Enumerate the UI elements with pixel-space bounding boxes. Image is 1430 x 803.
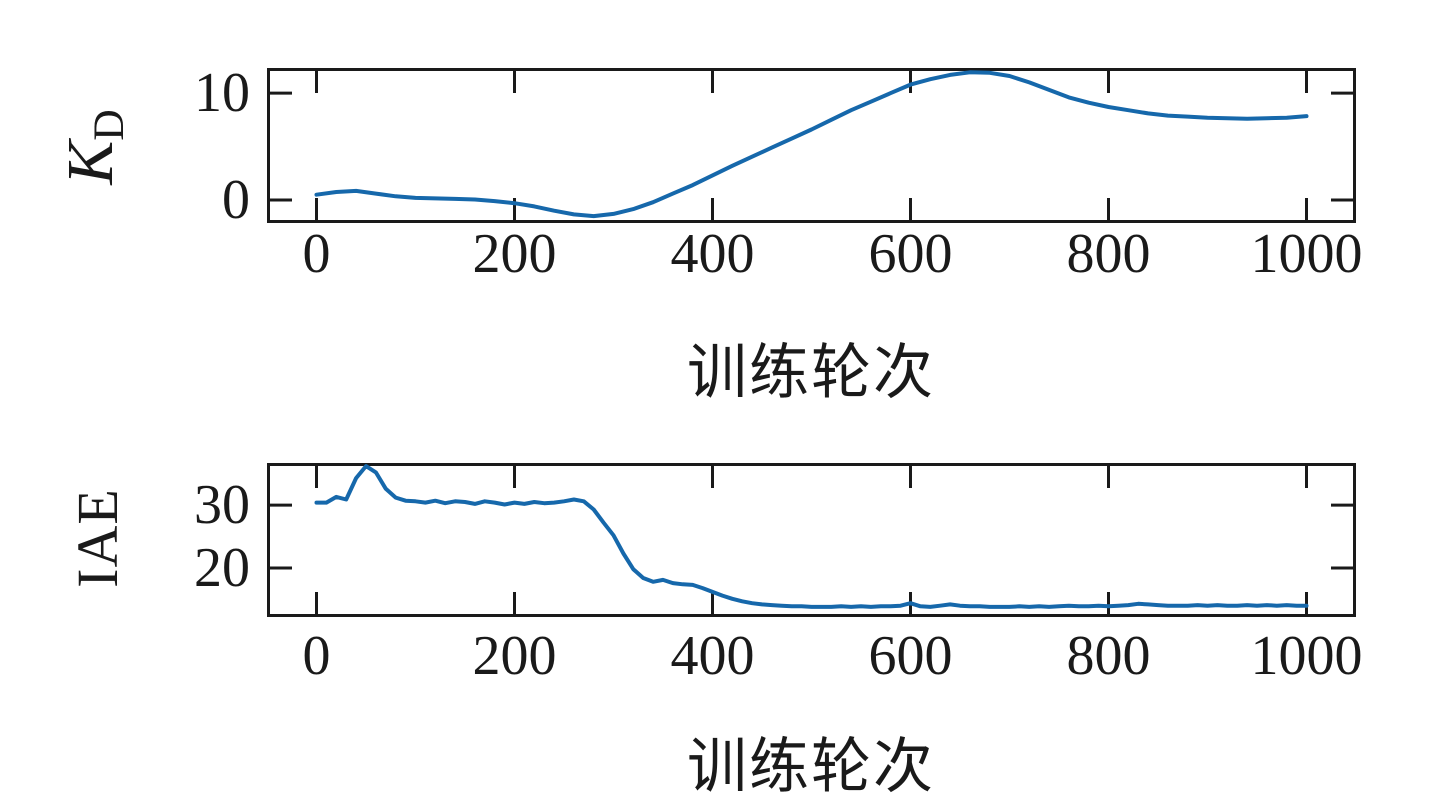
kd-label-subscript: D	[84, 109, 133, 141]
iae-plot-area	[267, 463, 1356, 617]
x-tick-label: 0	[302, 625, 331, 687]
x-tick-label: 600	[868, 625, 953, 687]
x-tick-label: 600	[868, 223, 953, 285]
iae-y-axis-label-text: IAE	[65, 488, 130, 588]
x-tick-label: 0	[302, 223, 331, 285]
kd-label-main: K	[54, 140, 128, 185]
x-tick-label: 200	[472, 625, 557, 687]
kd-line	[314, 70, 1309, 219]
y-tick-label: 10	[194, 62, 250, 125]
x-tick-label: 400	[670, 625, 755, 687]
kd-x-axis-label: 训练轮次	[687, 340, 935, 406]
kd-plot-area	[267, 68, 1356, 223]
y-tick-label: 20	[194, 536, 250, 599]
x-tick-label: 1000	[1250, 223, 1363, 285]
x-tick-label: 200	[472, 223, 557, 285]
iae-line	[314, 464, 1309, 609]
x-tick-label: 1000	[1250, 625, 1363, 687]
y-tick-label: 30	[194, 474, 250, 537]
axis-frame	[267, 463, 1356, 617]
x-tick-label: 800	[1066, 223, 1151, 285]
y-tick-label: 0	[222, 169, 250, 232]
iae-x-axis-label: 训练轮次	[687, 734, 935, 800]
x-tick-label: 400	[670, 223, 755, 285]
axis-frame	[267, 68, 1356, 223]
x-tick-label: 800	[1066, 625, 1151, 687]
